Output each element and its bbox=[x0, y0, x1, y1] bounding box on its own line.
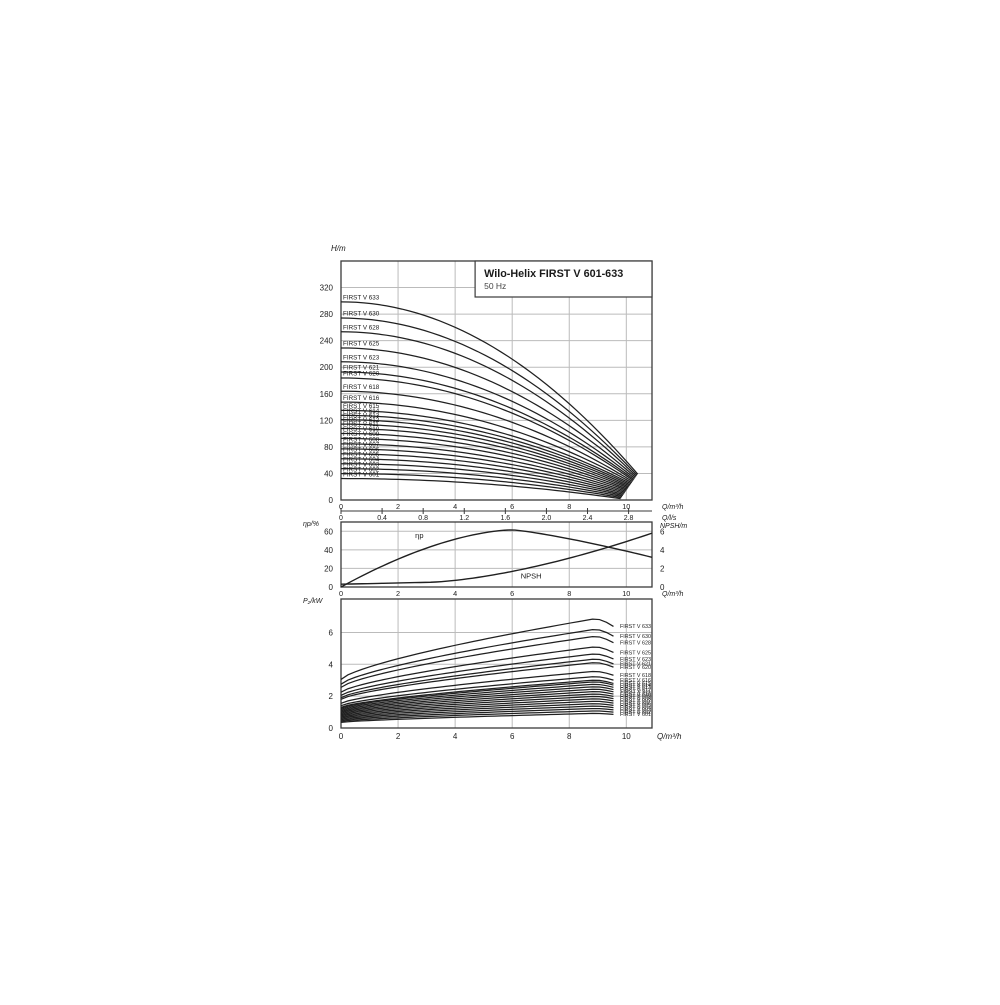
svg-text:0.8: 0.8 bbox=[418, 515, 428, 522]
svg-text:10: 10 bbox=[622, 589, 630, 598]
svg-text:320: 320 bbox=[320, 284, 334, 293]
svg-text:Q/m³/h: Q/m³/h bbox=[662, 504, 683, 511]
svg-text:1.2: 1.2 bbox=[459, 515, 469, 522]
svg-text:160: 160 bbox=[320, 390, 334, 399]
svg-text:80: 80 bbox=[324, 443, 333, 452]
svg-text:Q/l/s: Q/l/s bbox=[662, 515, 677, 522]
svg-text:Wilo-Helix FIRST V 601-633: Wilo-Helix FIRST V 601-633 bbox=[484, 268, 623, 280]
svg-text:2: 2 bbox=[329, 692, 334, 701]
svg-text:H/m: H/m bbox=[331, 244, 346, 253]
svg-text:2: 2 bbox=[396, 502, 400, 511]
svg-text:4: 4 bbox=[453, 502, 457, 511]
svg-text:0: 0 bbox=[339, 589, 343, 598]
svg-text:60: 60 bbox=[324, 527, 333, 536]
svg-text:FIRST V 633: FIRST V 633 bbox=[343, 295, 380, 302]
svg-text:FIRST V 625: FIRST V 625 bbox=[343, 341, 380, 348]
svg-text:2.4: 2.4 bbox=[583, 515, 593, 522]
svg-text:2: 2 bbox=[660, 564, 665, 573]
svg-text:ηp/%: ηp/% bbox=[303, 521, 319, 528]
svg-text:FIRST V 601: FIRST V 601 bbox=[620, 712, 651, 718]
svg-text:4: 4 bbox=[660, 546, 665, 555]
svg-text:Q/m³/h: Q/m³/h bbox=[662, 591, 683, 598]
svg-text:2.8: 2.8 bbox=[624, 515, 634, 522]
svg-text:8: 8 bbox=[567, 502, 571, 511]
svg-text:FIRST V 630: FIRST V 630 bbox=[620, 634, 651, 640]
svg-text:FIRST V 620: FIRST V 620 bbox=[620, 665, 651, 671]
svg-text:20: 20 bbox=[324, 564, 333, 573]
svg-text:40: 40 bbox=[324, 469, 333, 478]
svg-text:FIRST V 620: FIRST V 620 bbox=[343, 371, 380, 378]
svg-text:10: 10 bbox=[622, 732, 631, 741]
svg-text:8: 8 bbox=[567, 589, 571, 598]
svg-text:120: 120 bbox=[320, 416, 334, 425]
svg-text:6: 6 bbox=[510, 732, 515, 741]
svg-text:FIRST V 618: FIRST V 618 bbox=[343, 384, 380, 391]
svg-text:FIRST V 630: FIRST V 630 bbox=[343, 311, 380, 318]
svg-text:0: 0 bbox=[339, 732, 344, 741]
svg-text:40: 40 bbox=[324, 546, 333, 555]
svg-text:ηp: ηp bbox=[415, 531, 423, 540]
svg-text:0: 0 bbox=[329, 583, 334, 592]
svg-text:6: 6 bbox=[329, 628, 334, 637]
svg-text:FIRST V 625: FIRST V 625 bbox=[620, 650, 651, 656]
svg-text:240: 240 bbox=[320, 337, 334, 346]
svg-text:4: 4 bbox=[453, 589, 457, 598]
svg-text:NPSH/m: NPSH/m bbox=[660, 523, 687, 530]
svg-text:0: 0 bbox=[329, 496, 334, 505]
svg-text:4: 4 bbox=[453, 732, 458, 741]
svg-text:FIRST V 623: FIRST V 623 bbox=[343, 354, 380, 361]
svg-text:0: 0 bbox=[329, 724, 334, 733]
svg-text:6: 6 bbox=[510, 502, 514, 511]
svg-text:Q/m³/h: Q/m³/h bbox=[657, 732, 682, 741]
svg-text:0: 0 bbox=[339, 515, 343, 522]
svg-text:10: 10 bbox=[622, 502, 630, 511]
svg-text:0.4: 0.4 bbox=[377, 515, 387, 522]
svg-text:FIRST V 616: FIRST V 616 bbox=[343, 395, 380, 402]
svg-text:FIRST V 633: FIRST V 633 bbox=[620, 624, 651, 630]
svg-text:NPSH: NPSH bbox=[521, 572, 542, 581]
svg-text:200: 200 bbox=[320, 363, 334, 372]
svg-text:2: 2 bbox=[396, 589, 400, 598]
svg-text:50 Hz: 50 Hz bbox=[484, 281, 506, 291]
svg-text:8: 8 bbox=[567, 732, 572, 741]
svg-text:FIRST V 628: FIRST V 628 bbox=[620, 640, 651, 646]
svg-text:FIRST V 628: FIRST V 628 bbox=[343, 324, 380, 331]
svg-text:4: 4 bbox=[329, 660, 334, 669]
svg-text:FIRST V 601: FIRST V 601 bbox=[343, 471, 380, 478]
svg-text:280: 280 bbox=[320, 310, 334, 319]
svg-text:2: 2 bbox=[396, 732, 401, 741]
svg-text:P₂/kW: P₂/kW bbox=[303, 598, 324, 605]
svg-text:1.6: 1.6 bbox=[500, 515, 510, 522]
svg-text:6: 6 bbox=[510, 589, 514, 598]
svg-text:2.0: 2.0 bbox=[542, 515, 552, 522]
